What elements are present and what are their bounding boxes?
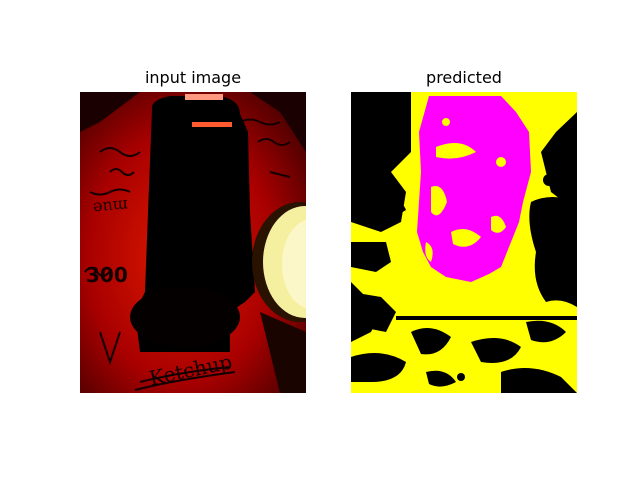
doodles	[84, 118, 291, 391]
bottle-base	[130, 287, 240, 347]
class-black-stripe	[396, 316, 577, 320]
plate-center	[282, 219, 306, 309]
right-panel-title: predicted	[426, 68, 502, 87]
handwritten-text-300: 300	[86, 263, 128, 287]
class-magenta-region	[417, 96, 531, 282]
left-panel-title: input image	[144, 68, 242, 87]
input-image: mue 300 Ketchup	[80, 92, 306, 393]
magenta-yellow-holes	[425, 118, 506, 262]
dark-corner-top-left	[80, 92, 140, 132]
dark-corner-top-right	[250, 92, 306, 152]
bottle-silhouette	[135, 96, 255, 352]
cap-highlight-top	[185, 94, 223, 100]
cap-highlight-mid	[192, 122, 232, 127]
class-yellow-band	[406, 282, 526, 320]
class-black-blobs	[351, 92, 577, 393]
prediction-map	[351, 92, 577, 393]
dark-edge-right	[260, 312, 306, 393]
prediction-canvas	[351, 92, 577, 393]
input-image-canvas: mue 300 Ketchup	[80, 92, 306, 393]
handwritten-text-mue: mue	[92, 196, 128, 218]
